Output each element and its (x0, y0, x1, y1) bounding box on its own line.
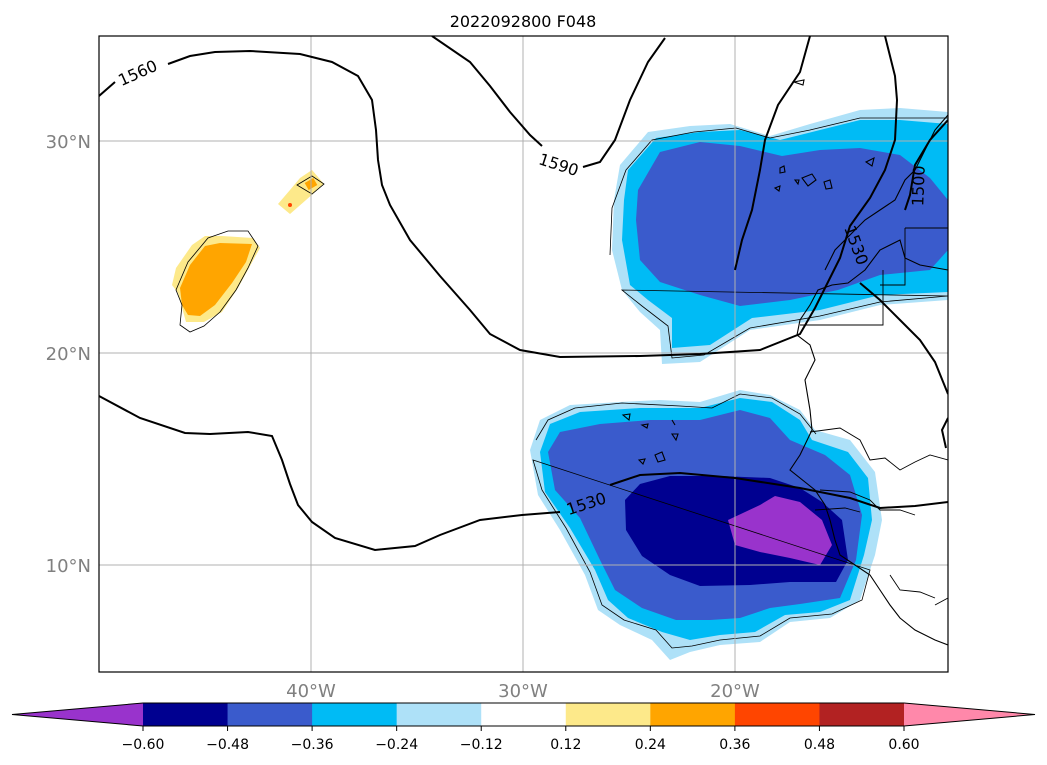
island (779, 165, 786, 174)
map-title: 2022092800 F048 (450, 12, 597, 31)
island (640, 423, 649, 429)
colorbar-extend-max (904, 703, 1035, 726)
negative-anomaly-southeast (530, 390, 882, 660)
lon-label: 20°W (710, 681, 760, 702)
island (670, 433, 679, 442)
colorbar-tick-label: −0.60 (122, 737, 165, 753)
island (793, 179, 800, 186)
colorbar-extend-min (12, 703, 143, 726)
contour-1530-right (940, 417, 948, 449)
colorbar-tick-label: −0.24 (375, 737, 418, 753)
anomaly-contour-line (609, 117, 948, 359)
contour-1530-upper (734, 36, 948, 395)
contour-1590 (431, 36, 666, 168)
anomaly-fill-royal-blue (636, 142, 948, 306)
colorbar-tick-label: −0.12 (460, 737, 503, 753)
colorbar-segment (819, 703, 905, 726)
lat-label: 20°N (46, 344, 91, 365)
anomaly-fill-light-yellow-small (278, 170, 324, 214)
contour-label: 1560 (115, 56, 160, 90)
height-contours (99, 36, 948, 552)
anomaly-contour-line (175, 230, 259, 333)
lat-label: 10°N (46, 556, 91, 577)
anomaly-contour-line-small (296, 175, 325, 195)
colorbar-tick-label: 0.60 (888, 737, 919, 753)
anomaly-fill-purple (728, 496, 832, 565)
lon-label: 40°W (286, 681, 336, 702)
graticule (99, 36, 948, 672)
lat-label: 30°N (46, 132, 91, 153)
lon-label: 30°W (498, 681, 548, 702)
island (801, 173, 817, 187)
anomaly-contour-line (532, 393, 871, 649)
island (773, 185, 781, 192)
colorbar-tick-label: 0.48 (804, 737, 835, 753)
positive-anomaly-west (172, 170, 325, 333)
colorbar-segment (565, 703, 651, 726)
colorbar-tick-label: 0.24 (635, 737, 666, 753)
island (621, 413, 631, 422)
anomaly-fill-orange (180, 243, 252, 316)
border-line (800, 227, 948, 606)
contour-label: 1500 (908, 165, 928, 206)
island (654, 451, 666, 463)
africa-coastline (789, 239, 948, 646)
contour-1560 (99, 36, 899, 359)
colorbar-tick-label: 0.12 (550, 737, 581, 753)
contour-1530-lower (99, 395, 948, 552)
longitude-labels: 40°W 30°W 20°W (286, 681, 760, 702)
colorbar-tick-label: 0.36 (719, 737, 750, 753)
island (671, 419, 676, 426)
negative-anomaly-northeast (609, 108, 948, 364)
colorbar-segment (396, 703, 482, 726)
colorbar: −0.60 −0.48 −0.36 −0.24 −0.12 0.12 0.24 0.36 0.4… (11, 702, 1036, 753)
latitude-labels: 30°N 20°N 10°N (46, 132, 91, 577)
map-frame (98, 35, 949, 673)
colorbar-segment (481, 703, 567, 726)
island (864, 156, 875, 167)
contour-label: 1590 (536, 149, 581, 180)
colorbar-tick-label: −0.36 (291, 737, 334, 753)
colorbar-segment (650, 703, 736, 726)
colorbar-segment (312, 703, 398, 726)
island (637, 458, 646, 465)
colorbar-segment (143, 703, 229, 726)
colorbar-segment (227, 703, 313, 726)
island (823, 179, 833, 190)
colorbar-segment (734, 703, 820, 726)
colorbar-tick-label: −0.48 (206, 737, 249, 753)
island (791, 79, 805, 86)
anomaly-dot (288, 203, 292, 207)
